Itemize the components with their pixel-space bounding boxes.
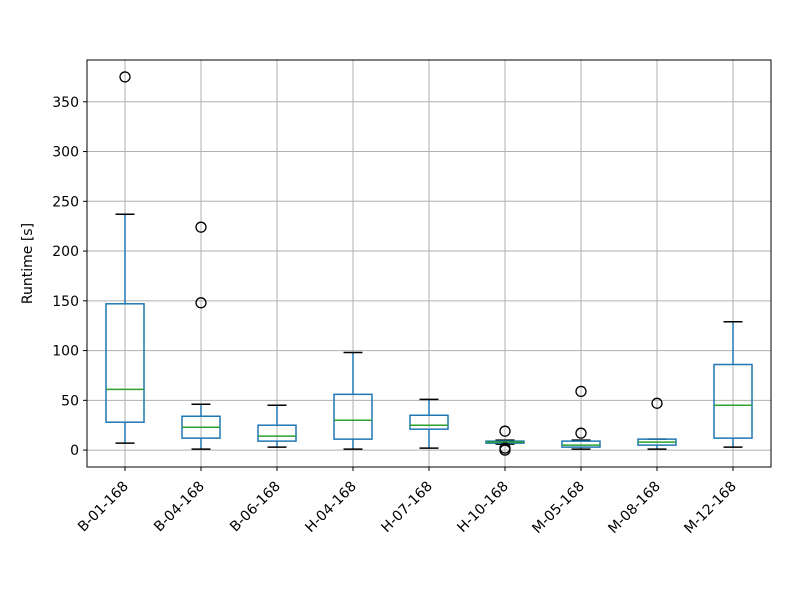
x-tick-label: B-04-168 [151, 479, 208, 536]
box-M-08-168 [637, 397, 677, 450]
outlier-point [575, 385, 587, 398]
x-tick-label: B-01-168 [75, 479, 132, 536]
y-tick-label: 200 [52, 244, 79, 260]
box-H-10-168 [485, 425, 525, 456]
y-tick-label: 150 [52, 294, 79, 310]
iqr-box [561, 440, 601, 448]
outlier-point [119, 71, 131, 83]
outlier-point [651, 397, 663, 409]
iqr-box [713, 363, 753, 439]
boxes [105, 71, 753, 456]
outlier-point [575, 427, 587, 439]
y-tick-label: 100 [52, 344, 79, 360]
iqr-box [409, 414, 449, 430]
x-tick-label: M-08-168 [605, 479, 663, 537]
x-tick-label: H-07-168 [378, 479, 435, 536]
x-tick-label: H-04-168 [302, 479, 359, 536]
iqr-box [257, 424, 297, 442]
box-B-04-168 [181, 221, 221, 450]
box-B-01-168 [105, 71, 145, 444]
outlier-point [195, 221, 207, 233]
y-tick-label: 250 [52, 194, 79, 210]
box-M-05-168 [561, 385, 601, 450]
x-axis-ticks: B-01-168 B-04-168 B-06-168 H-04-168 H-07-168… [75, 467, 740, 537]
y-tick-label: 50 [61, 393, 79, 409]
box-M-12-168 [713, 320, 753, 448]
outlier-point [499, 444, 511, 456]
x-tick-label: M-12-168 [681, 479, 739, 537]
x-tick-label: H-10-168 [454, 479, 511, 536]
y-axis-ticks: 0 50 100 150 200 250 300 350 [52, 95, 87, 459]
y-tick-label: 300 [52, 145, 79, 161]
iqr-box [105, 303, 145, 423]
outlier-point [499, 425, 511, 437]
box-B-06-168 [257, 404, 297, 448]
box-H-04-168 [333, 351, 373, 450]
iqr-box [333, 393, 373, 440]
box-H-07-168 [409, 398, 449, 449]
y-axis-label: Runtime [s] [20, 223, 36, 304]
x-tick-label: M-05-168 [529, 479, 587, 537]
x-tick-label: B-06-168 [227, 479, 284, 536]
y-tick-label: 0 [70, 443, 79, 459]
outlier-point [195, 297, 207, 309]
y-tick-label: 350 [52, 95, 79, 111]
